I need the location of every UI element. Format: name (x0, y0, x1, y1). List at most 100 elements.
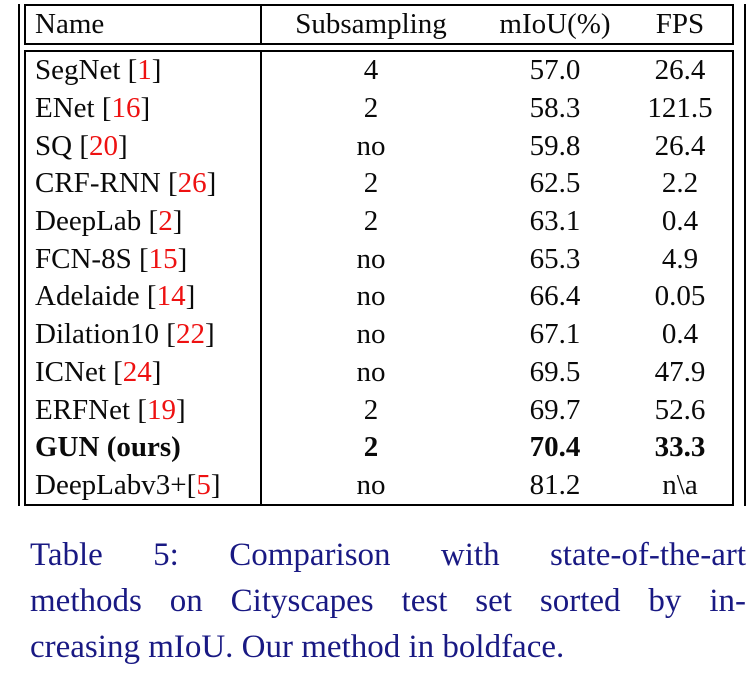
miou-cell: 70.4 (529, 431, 581, 464)
caption-line: methods on Cityscapes test set sorted by… (30, 583, 746, 619)
header-miou: mIoU(%) (499, 8, 611, 40)
subsampling-cell: 2 (260, 89, 480, 128)
method-name-cell: DeepLabv3+[5] (26, 467, 260, 505)
table-row: ERFNet [19] 2 69.7 52.6 (26, 391, 732, 429)
caption-line: Table 5: Comparison with state-of-the-ar… (30, 537, 746, 573)
method-name-cell: CRF-RNN [26] (26, 165, 260, 203)
citation-number: 24 (122, 355, 152, 388)
citation-number: 16 (111, 92, 141, 125)
method-name-cell: Adelaide [14] (26, 278, 260, 316)
fps-cell: 26.4 (654, 129, 706, 162)
miou-cell: 65.3 (529, 242, 581, 275)
citation-number: 20 (89, 129, 118, 162)
method-name-cell: ERFNet [19] (26, 391, 260, 429)
fps-cell: 0.4 (661, 318, 699, 351)
table-body-box: SegNet [1] 4 57.0 26.4 ENet [16] 2 58.3 … (24, 50, 734, 507)
header-subsampling: Subsampling (260, 6, 480, 43)
miou-cell: 62.5 (529, 167, 581, 200)
subsampling-cell: 2 (260, 165, 480, 203)
miou-cell: 81.2 (529, 468, 581, 501)
header-fps: FPS (655, 8, 705, 40)
citation-number: 2 (158, 205, 173, 238)
subsampling-cell: no (260, 315, 480, 354)
citation-bracket-open: [ (138, 242, 149, 275)
method-name: SQ (35, 129, 80, 162)
subsampling-cell: no (260, 240, 480, 279)
citation-number: 14 (156, 280, 186, 313)
method-name: ERFNet (35, 393, 138, 426)
table-row: Adelaide [14] no 66.4 0.05 (26, 278, 732, 316)
method-name: Dilation10 (35, 318, 167, 351)
caption-line: creasing mIoU. Our method in boldface. (30, 629, 565, 665)
table-header-row: Name Subsampling mIoU(%) FPS (26, 6, 732, 43)
miou-cell: 69.5 (529, 355, 581, 388)
method-name-cell: FCN-8S [15] (26, 240, 260, 278)
subsampling-cell: 4 (260, 52, 480, 90)
miou-cell: 58.3 (529, 92, 581, 125)
method-name-cell: SQ [20] (26, 127, 260, 165)
citation-bracket-close: ] (204, 318, 215, 351)
citation-bracket-open: [ (137, 393, 147, 426)
table-caption: Table 5: Comparison with state-of-the-ar… (30, 532, 746, 670)
subsampling-cell: 2 (260, 202, 480, 241)
table-row: SQ [20] no 59.8 26.4 (26, 127, 732, 166)
citation-bracket-open: [ (101, 92, 112, 125)
fps-cell: n\a (662, 468, 698, 501)
subsampling-cell: no (260, 127, 480, 166)
miou-cell: 57.0 (529, 54, 581, 87)
table-header-box: Name Subsampling mIoU(%) FPS (24, 4, 734, 45)
table-row: SegNet [1] 4 57.0 26.4 (26, 52, 732, 90)
method-name: DeepLabv3+ (35, 468, 187, 501)
citation-bracket-close: ] (177, 242, 188, 275)
method-name: GUN (ours) (35, 431, 181, 464)
citation-number: 15 (148, 242, 178, 275)
miou-cell: 66.4 (529, 280, 581, 313)
fps-cell: 52.6 (654, 393, 706, 426)
citation-bracket-open: [ (79, 129, 89, 162)
citation-bracket-close: ] (151, 54, 162, 87)
fps-cell: 2.2 (661, 167, 699, 200)
citation-bracket-open: [ (146, 280, 157, 313)
method-name: FCN-8S (35, 242, 139, 275)
method-name-cell: DeepLab [2] (26, 203, 260, 241)
citation-bracket-open: [ (167, 167, 178, 200)
citation-bracket-close: ] (206, 167, 217, 200)
subsampling-cell: no (260, 466, 480, 505)
table-row: FCN-8S [15] no 65.3 4.9 (26, 240, 732, 279)
fps-cell: 121.5 (647, 92, 713, 125)
method-name: DeepLab (35, 205, 149, 238)
method-name: SegNet (35, 54, 128, 87)
method-name: ENet (35, 92, 102, 125)
citation-bracket-close: ] (210, 468, 221, 501)
table-row: GUN (ours) 2 70.4 33.3 (26, 428, 732, 467)
fps-cell: 26.4 (654, 54, 706, 87)
fps-cell: 0.4 (661, 205, 699, 238)
citation-bracket-close: ] (175, 393, 186, 426)
table-row: ICNet [24] no 69.5 47.9 (26, 353, 732, 392)
fps-cell: 47.9 (654, 355, 706, 388)
method-name: ICNet (35, 355, 114, 388)
table-row: Dilation10 [22] no 67.1 0.4 (26, 315, 732, 354)
citation-bracket-close: ] (185, 280, 196, 313)
citation-number: 5 (196, 468, 211, 501)
subsampling-cell: 2 (260, 428, 480, 467)
citation-bracket-open: [ (186, 468, 197, 501)
comparison-table: Name Subsampling mIoU(%) FPS SegNet [1] … (18, 4, 746, 507)
citation-bracket-open: [ (127, 54, 138, 87)
header-name: Name (35, 8, 105, 40)
table-row: CRF-RNN [26] 2 62.5 2.2 (26, 165, 732, 203)
citation-bracket-close: ] (151, 355, 162, 388)
citation-number: 22 (175, 318, 205, 351)
citation-bracket-close: ] (172, 205, 183, 238)
method-name-cell: GUN (ours) (26, 429, 260, 467)
subsampling-cell: no (260, 278, 480, 316)
method-name-cell: ENet [16] (26, 90, 260, 128)
citation-number: 26 (177, 167, 207, 200)
miou-cell: 63.1 (529, 205, 581, 238)
method-name-cell: ICNet [24] (26, 354, 260, 392)
table-row: ENet [16] 2 58.3 121.5 (26, 89, 732, 128)
citation-bracket-open: [ (166, 318, 176, 351)
method-name-cell: Dilation10 [22] (26, 316, 260, 354)
citation-number: 1 (137, 54, 152, 87)
miou-cell: 59.8 (529, 129, 581, 162)
